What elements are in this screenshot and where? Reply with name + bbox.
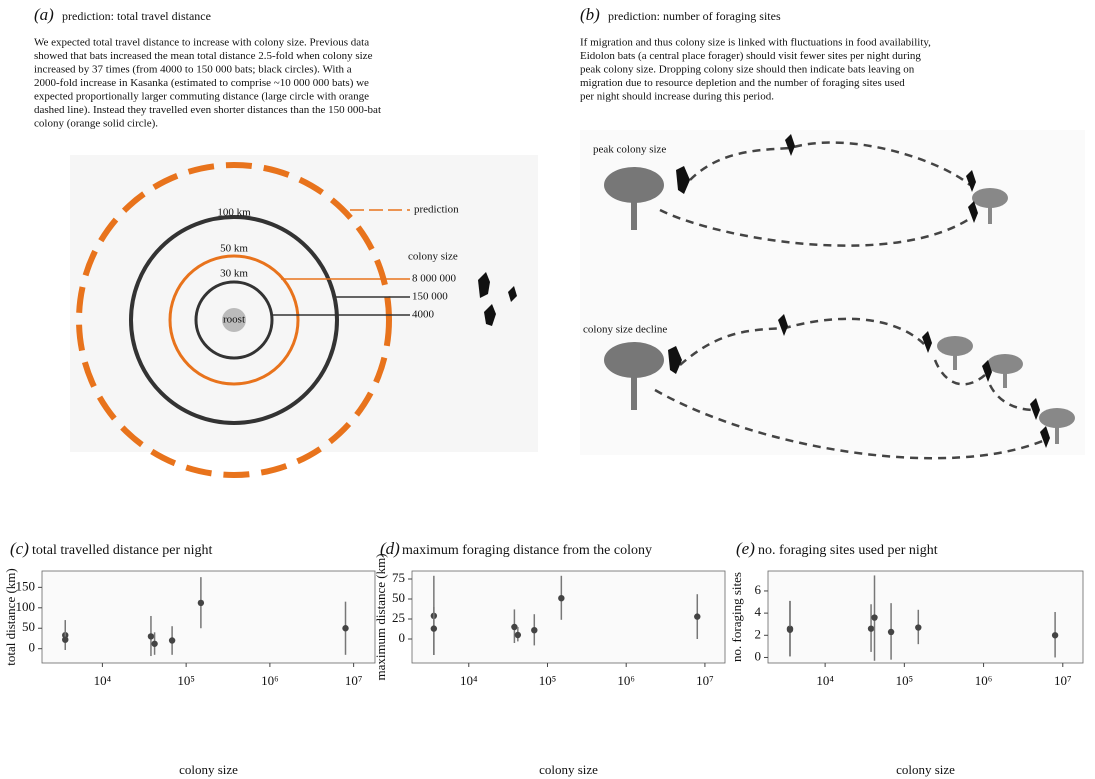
point	[558, 595, 564, 601]
paragraph-line: showed that bats increased the mean tota…	[34, 50, 373, 62]
paragraph-line: Eidolon bats (a central place forager) s…	[580, 50, 921, 62]
y-tick-label: 6	[755, 582, 762, 597]
paragraph-line: migration due to resource depletion and …	[580, 77, 905, 89]
panel-label: (a)	[34, 5, 54, 24]
point	[1052, 632, 1058, 638]
ring-label: 50 km	[220, 243, 248, 255]
paragraph-line: per night should increase during this pe…	[580, 91, 774, 103]
paragraph-line: We expected total travel distance to inc…	[34, 37, 369, 49]
y-tick-label: 4	[755, 604, 762, 619]
colony-size: 8 000 000	[412, 273, 457, 285]
y-tick-label: 0	[755, 648, 762, 663]
x-tick-label: 10⁷	[696, 673, 714, 688]
point	[871, 614, 877, 620]
plot-area	[412, 571, 725, 663]
x-tick-label: 10⁶	[261, 673, 279, 688]
point	[531, 627, 537, 633]
panel-title: prediction: total travel distance	[62, 9, 211, 23]
point	[868, 625, 874, 631]
plot-area	[42, 571, 375, 663]
panel-label: (c)	[10, 539, 29, 558]
colony-size: 4000	[412, 309, 435, 321]
x-tick-label: 10⁷	[1054, 673, 1072, 688]
y-tick-label: 50	[22, 619, 35, 634]
x-tick-label: 10⁵	[539, 673, 557, 688]
panel-label: (b)	[580, 5, 600, 24]
ring-label: 30 km	[220, 268, 248, 280]
panel-title: prediction: number of foraging sites	[608, 9, 781, 23]
y-tick-label: 2	[755, 626, 762, 641]
y-tick-label: 150	[16, 578, 36, 593]
paragraph-line: peak colony size. Dropping colony size s…	[580, 64, 915, 76]
x-axis-label: colony size	[179, 762, 238, 777]
chart-title: maximum foraging distance from the colon…	[402, 543, 652, 558]
scenario-label: peak colony size	[593, 144, 666, 156]
y-tick-label: 75	[392, 570, 405, 585]
y-tick-label: 100	[16, 599, 36, 614]
point	[511, 624, 517, 630]
point	[694, 613, 700, 619]
ring-label: 100 km	[217, 207, 251, 219]
paragraph-line: colony (orange solid circle).	[34, 118, 158, 130]
point	[62, 636, 68, 642]
point	[888, 629, 894, 635]
x-tick-label: 10⁵	[896, 673, 914, 688]
x-tick-label: 10⁵	[177, 673, 195, 688]
plot-area	[768, 571, 1083, 663]
panel-label: (e)	[736, 539, 755, 558]
chart-title: total travelled distance per night	[32, 543, 212, 558]
paragraph-line: If migration and thus colony size is lin…	[580, 37, 931, 49]
y-axis-label: total distance (km)	[3, 568, 18, 665]
scenario-label: colony size decline	[583, 324, 667, 336]
x-axis-label: colony size	[539, 762, 598, 777]
x-tick-label: 10⁴	[460, 673, 478, 688]
y-tick-label: 50	[392, 590, 405, 605]
chart-title: no. foraging sites used per night	[758, 543, 938, 558]
x-tick-label: 10⁴	[816, 673, 834, 688]
x-tick-label: 10⁶	[617, 673, 635, 688]
colony-size: 150 000	[412, 291, 448, 303]
y-axis-label: no. foraging sites	[729, 572, 744, 662]
point	[342, 625, 348, 631]
paragraph-line: expected proportionally larger commuting…	[34, 91, 369, 103]
paragraph-line: 2000-fold increase in Kasanka (estimated…	[34, 77, 369, 89]
figure: (a) prediction: total travel distance ro…	[0, 0, 1095, 779]
point	[169, 637, 175, 643]
point	[515, 632, 521, 638]
point	[198, 600, 204, 606]
paragraph-line: increased by 37 times (from 4000 to 150 …	[34, 64, 352, 76]
y-axis-label: maximum distance (km)	[373, 553, 388, 680]
colony-size-title: colony size	[408, 251, 458, 263]
y-tick-label: 0	[399, 630, 406, 645]
x-tick-label: 10⁴	[94, 673, 112, 688]
paragraph-line: dashed line). Instead they travelled eve…	[34, 104, 381, 116]
roost-label: roost	[223, 314, 245, 326]
x-axis-label: colony size	[896, 762, 955, 777]
point	[148, 633, 154, 639]
prediction-label: prediction	[414, 204, 459, 216]
y-tick-label: 0	[29, 640, 36, 655]
y-tick-label: 25	[392, 610, 405, 625]
point	[151, 641, 157, 647]
x-tick-label: 10⁷	[345, 673, 363, 688]
point	[431, 625, 437, 631]
point	[787, 627, 793, 633]
x-tick-label: 10⁶	[975, 673, 993, 688]
point	[915, 624, 921, 630]
